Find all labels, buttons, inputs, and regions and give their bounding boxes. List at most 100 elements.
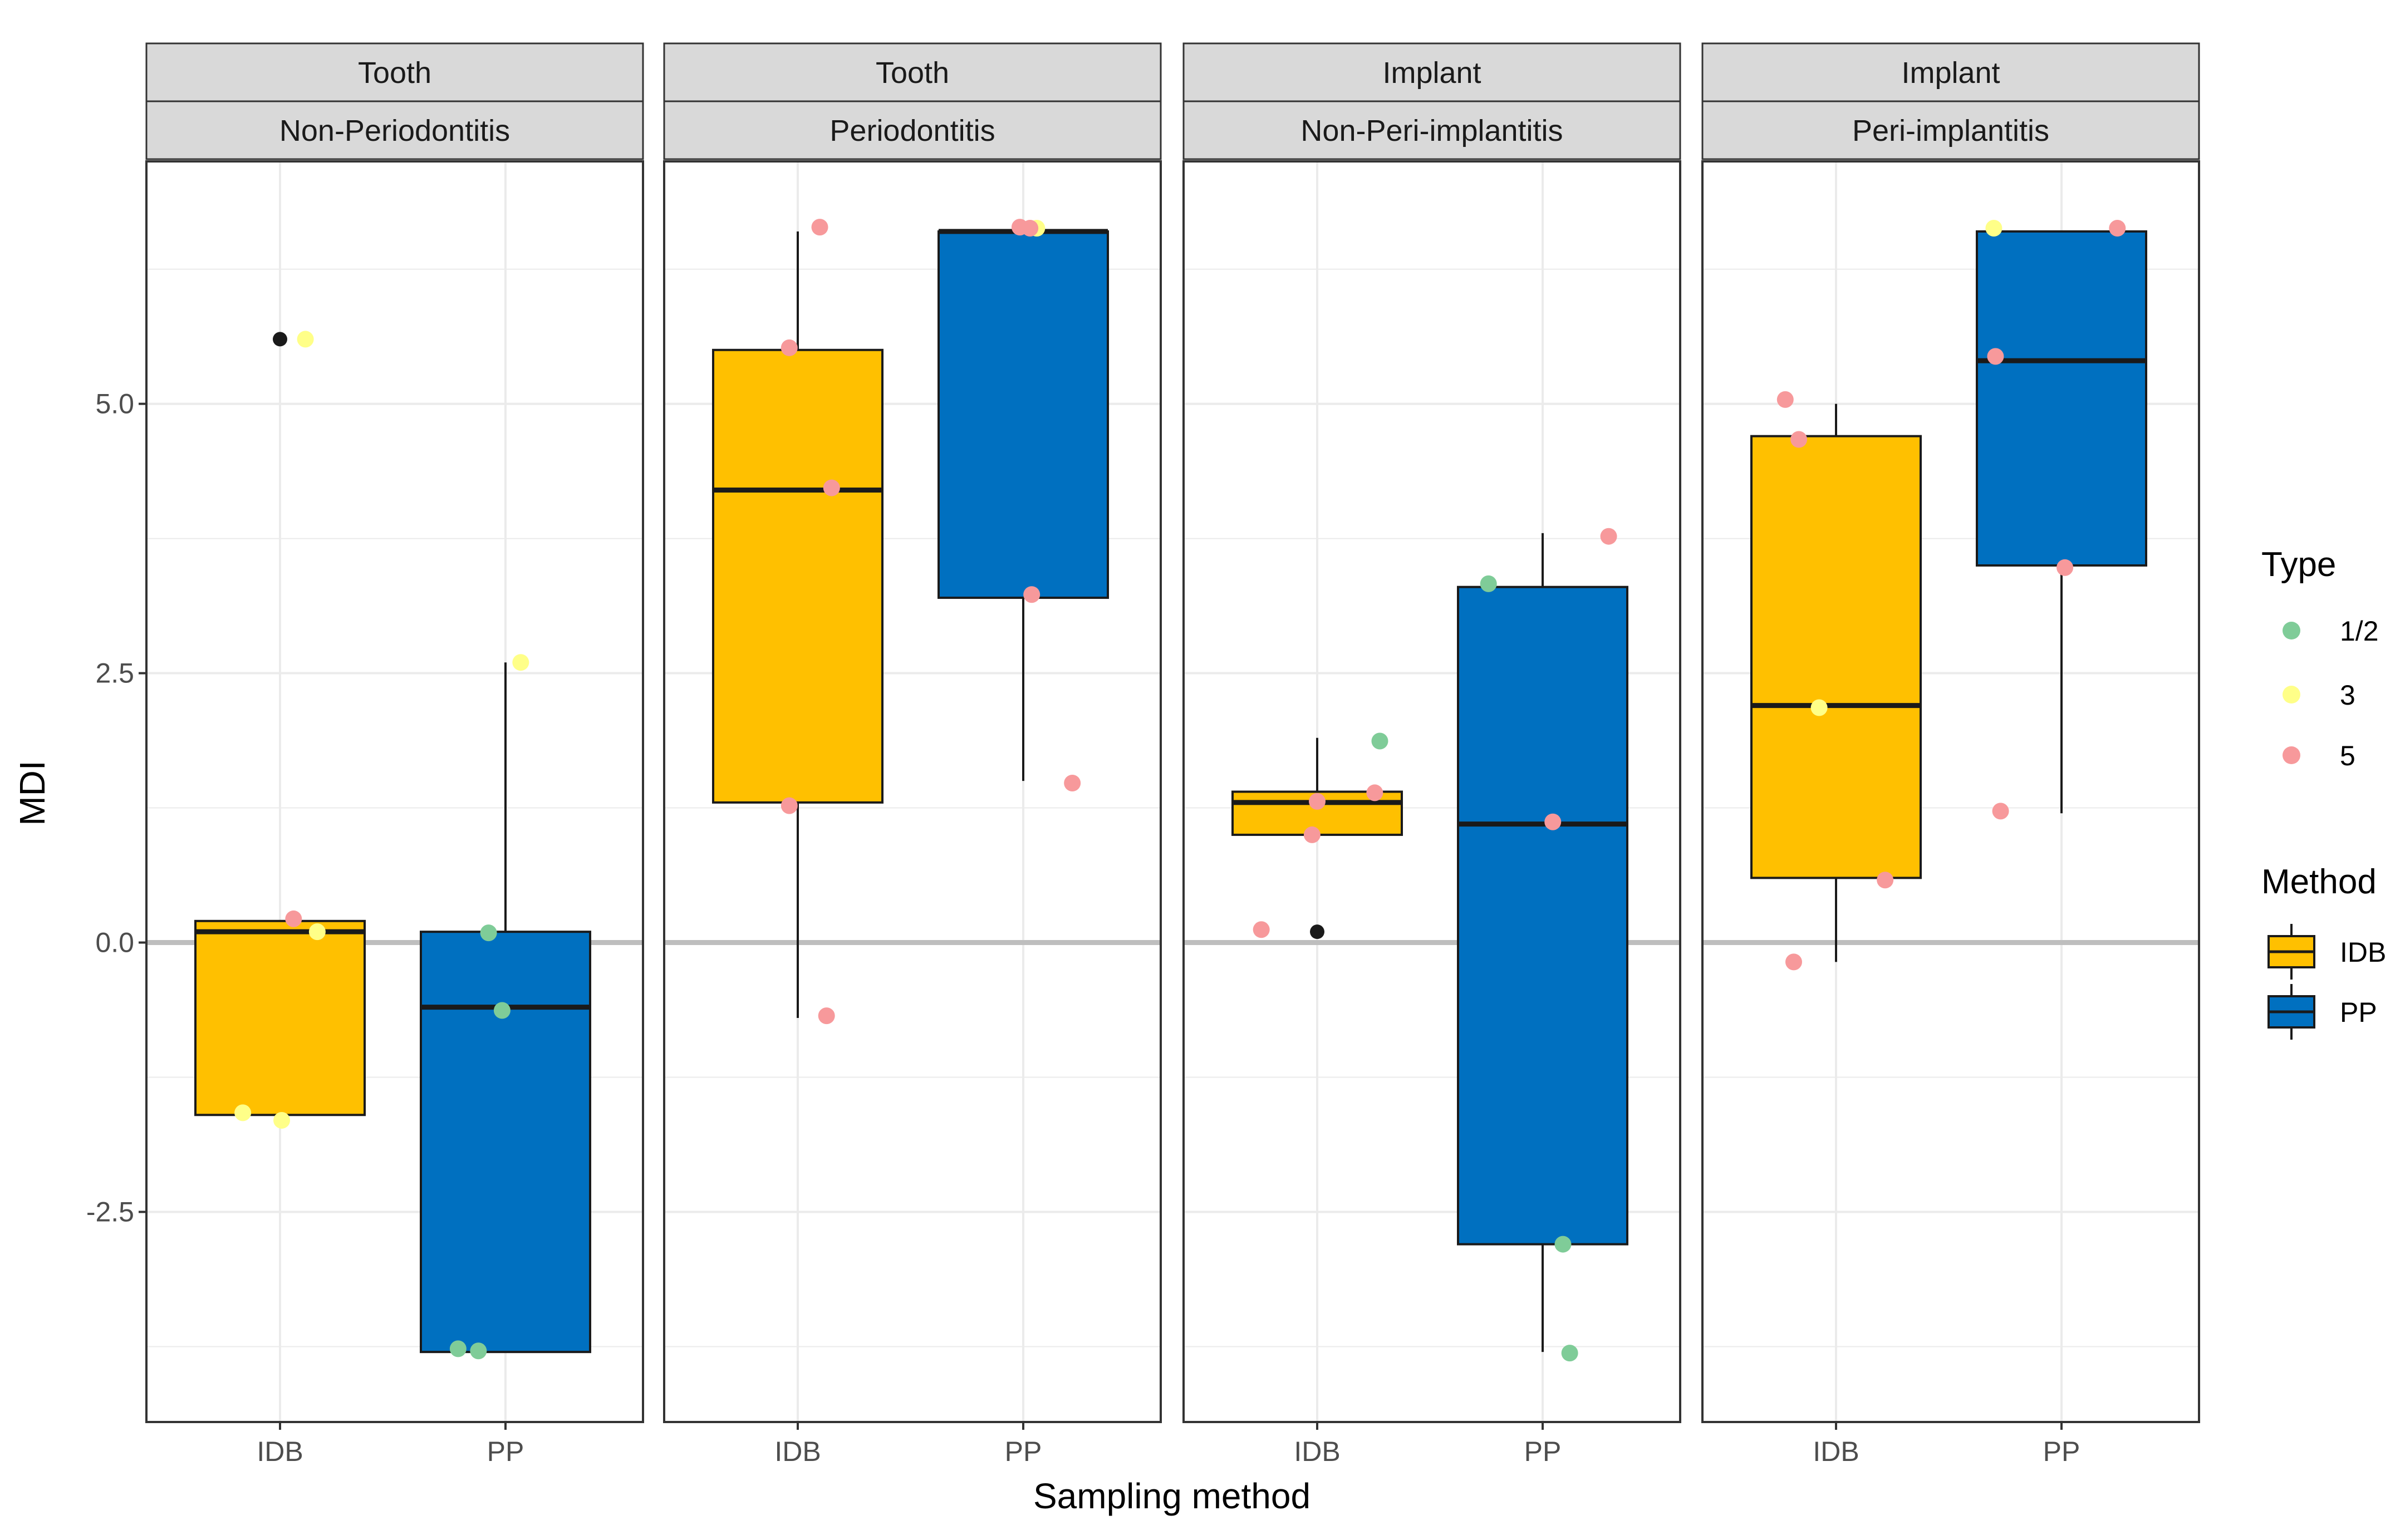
facet-panel-4: Implant Peri-implantitis IDB PP	[1701, 42, 2200, 1467]
data-point-type-3	[512, 654, 529, 671]
data-point-type-3	[1985, 220, 2002, 237]
facet-panel-1: Tooth Non-Periodontitis IDB PP	[145, 42, 644, 1467]
strip-top-background	[145, 42, 644, 102]
strip-bottom-background	[145, 100, 644, 160]
y-axis: -2.5 0.0 2.5 5.0	[86, 388, 146, 1228]
strip-top-background	[1701, 42, 2200, 102]
data-point-type-1-2	[1554, 1236, 1572, 1253]
y-tick-label: 2.5	[95, 658, 134, 689]
legend-title-method: Method	[2261, 863, 2377, 901]
strip-bottom-label: Periodontitis	[830, 114, 995, 147]
box-iqr	[1457, 586, 1628, 1246]
x-tick-label: IDB	[257, 1436, 303, 1467]
box-idb	[712, 231, 884, 1019]
box-iqr	[938, 230, 1109, 599]
strip-top-background	[1182, 42, 1681, 102]
data-point-type-5	[781, 797, 798, 814]
box-iqr	[194, 919, 366, 1116]
data-point-type-5	[1877, 872, 1894, 889]
strip-bottom-background	[1701, 100, 2200, 160]
box-idb	[1750, 404, 1922, 962]
panel-border	[1182, 160, 1681, 1423]
panel-border	[663, 160, 1162, 1423]
strip-bottom-background	[1182, 100, 1681, 160]
legend-label-type-1: 1/2	[2340, 616, 2379, 647]
box-pp	[938, 229, 1109, 781]
data-point-type-5	[1544, 813, 1562, 830]
box-idb	[194, 332, 366, 1116]
data-point-type-1-2	[449, 1340, 467, 1357]
data-point-type-5	[2109, 220, 2126, 237]
outlier-point	[1310, 924, 1324, 939]
x-tick-label: IDB	[774, 1436, 821, 1467]
strip-top-label: Tooth	[876, 56, 949, 90]
facet-panels: Tooth Non-Periodontitis IDB PP Tooth Periodon…	[145, 42, 2200, 1467]
panel-border	[145, 160, 644, 1423]
box-pp	[1457, 533, 1628, 1352]
legend-title-type: Type	[2261, 545, 2336, 584]
legend: Type 1/2 3 5 Method IDB PP	[2261, 545, 2386, 1040]
box-pp	[1976, 230, 2147, 814]
data-point-type-5	[285, 910, 302, 927]
strip-top-label: Implant	[1382, 56, 1481, 90]
strip-bottom-label: Non-Peri-implantitis	[1300, 114, 1563, 147]
legend-key-type-1	[2283, 622, 2300, 639]
panel-border	[1701, 160, 2200, 1423]
data-point-type-5	[2056, 559, 2074, 576]
strip-bottom-label: Peri-implantitis	[1852, 114, 2049, 147]
strip-bottom-label: Non-Periodontitis	[279, 114, 510, 147]
data-point-type-3	[308, 923, 326, 941]
legend-label-method-1: IDB	[2340, 937, 2386, 968]
facet-panel-3: Implant Non-Peri-implantitis IDB PP	[1182, 42, 1681, 1467]
legend-label-type-3: 5	[2340, 740, 2355, 771]
legend-label-type-2: 3	[2340, 680, 2355, 711]
data-point-type-5	[1366, 784, 1383, 801]
data-point-type-5	[1992, 803, 2009, 820]
data-point-type-5	[1790, 431, 1808, 448]
box-iqr	[1976, 230, 2147, 567]
data-point-type-3	[297, 331, 314, 348]
strip-top-background	[663, 42, 1162, 102]
data-point-type-5	[1785, 953, 1802, 971]
data-point-type-1-2	[493, 1002, 511, 1019]
data-point-type-1-2	[1561, 1345, 1578, 1362]
strip-top-label: Tooth	[358, 56, 431, 90]
facet-panel-2: Tooth Periodontitis IDB PP	[663, 42, 1162, 1467]
data-point-type-5	[1309, 793, 1326, 810]
x-axis-title: Sampling method	[1033, 1476, 1311, 1516]
data-point-type-5	[1253, 921, 1270, 938]
data-point-type-5	[1023, 586, 1040, 603]
data-point-type-5	[823, 479, 840, 496]
data-point-type-1-2	[480, 924, 497, 942]
y-tick-label: 0.0	[95, 927, 134, 958]
x-tick-label: PP	[487, 1436, 524, 1467]
x-tick-label: PP	[1524, 1436, 1562, 1467]
legend-label-method-2: PP	[2340, 997, 2377, 1028]
box-iqr	[420, 931, 591, 1354]
data-point-type-5	[811, 219, 828, 236]
data-point-type-3	[273, 1111, 291, 1129]
legend-key-type-3	[2283, 746, 2300, 764]
data-point-type-5	[1600, 528, 1617, 545]
data-point-type-5	[1776, 391, 1794, 408]
y-axis-title: MDI	[12, 760, 52, 825]
strip-bottom-background	[663, 100, 1162, 160]
strip-top-label: Implant	[1901, 56, 2000, 90]
box-pp	[420, 662, 591, 1354]
outlier-point	[273, 332, 287, 347]
data-point-type-5	[1064, 775, 1081, 792]
data-point-type-5	[1303, 826, 1321, 843]
box-iqr	[1750, 435, 1922, 879]
x-tick-label: IDB	[1294, 1436, 1340, 1467]
data-point-type-3	[234, 1104, 252, 1121]
data-point-type-5	[1987, 348, 2004, 365]
legend-key-type-2	[2283, 686, 2300, 703]
data-point-type-3	[1810, 699, 1828, 716]
data-point-type-5	[818, 1007, 835, 1025]
x-tick-label: PP	[2043, 1436, 2080, 1467]
data-point-type-5	[781, 339, 798, 356]
data-point-type-1-2	[1480, 575, 1497, 592]
data-point-type-1-2	[1371, 732, 1388, 750]
x-tick-label: IDB	[1813, 1436, 1859, 1467]
